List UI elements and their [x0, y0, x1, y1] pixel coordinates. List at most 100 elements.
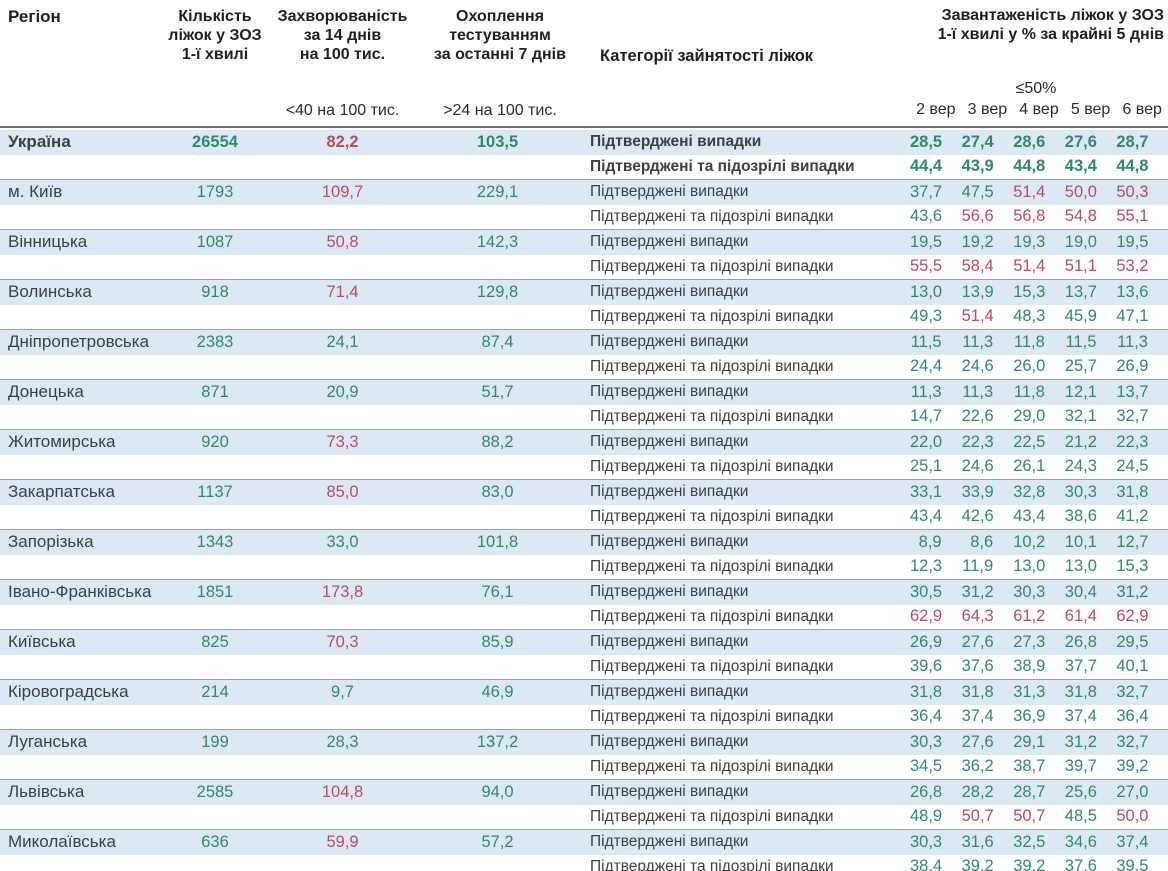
- load-value: 31,2: [1116, 582, 1149, 601]
- load-value: 24,3: [1064, 457, 1097, 476]
- region-block: Волинська 918 71,4 129,8 Підтверджені випадк…: [0, 280, 1168, 330]
- load-value: 8,9: [918, 532, 942, 551]
- category-label-confirmed: Підтверджені випадки: [590, 683, 749, 701]
- incidence-value: 104,8: [321, 782, 364, 801]
- date-column-header: 5 вер: [1070, 101, 1111, 118]
- load-value: 19,0: [1064, 232, 1097, 251]
- column-header-load-line: 1-ї хвилі у % за крайні 5 днів: [937, 26, 1164, 43]
- incidence-value: 33,0: [326, 532, 359, 551]
- table-row-suspected: Підтверджені та підозрілі випадки 36,4 37,…: [0, 705, 1168, 730]
- table-row-confirmed: Волинська 918 71,4 129,8 Підтверджені випадк…: [0, 280, 1168, 305]
- category-label-suspected: Підтверджені та підозрілі випадки: [590, 157, 855, 175]
- load-value: 15,3: [1116, 557, 1149, 576]
- column-header-beds-line: Кількість: [178, 8, 252, 25]
- table-row-suspected: Підтверджені та підозрілі випадки 43,6 56,…: [0, 205, 1168, 230]
- load-value: 21,2: [1064, 432, 1097, 451]
- table-row-suspected: Підтверджені та підозрілі випадки 38,4 39,…: [0, 855, 1168, 871]
- category-label-confirmed: Підтверджені випадки: [590, 583, 749, 601]
- table-row-suspected: Підтверджені та підозрілі випадки 48,9 50,…: [0, 805, 1168, 830]
- region-name: Кіровоградська: [8, 682, 129, 702]
- load-value: 19,2: [961, 232, 994, 251]
- beds-value: 2383: [196, 332, 234, 351]
- load-value: 41,2: [1116, 507, 1149, 526]
- category-label-confirmed: Підтверджені випадки: [590, 383, 749, 401]
- load-value: 12,1: [1064, 382, 1097, 401]
- load-value: 31,2: [1064, 732, 1097, 751]
- incidence-value: 50,8: [326, 232, 359, 251]
- load-value: 29,1: [1013, 732, 1046, 751]
- region-name: Закарпатська: [8, 482, 115, 502]
- load-value: 14,7: [910, 407, 943, 426]
- load-value: 50,7: [961, 807, 994, 826]
- category-label-confirmed: Підтверджені випадки: [590, 283, 749, 301]
- region-block: м. Київ 1793 109,7 229,1 Підтверджені випадк…: [0, 180, 1168, 230]
- testing-value: 137,2: [476, 732, 519, 751]
- testing-value: 85,9: [481, 632, 514, 651]
- load-value: 22,3: [961, 432, 994, 451]
- load-value: 31,8: [1116, 482, 1149, 501]
- load-value: 27,6: [961, 732, 994, 751]
- column-header-load-line: Завантаженість ліжок у ЗОЗ: [941, 7, 1164, 24]
- load-value: 47,5: [961, 182, 994, 201]
- load-value: 24,6: [961, 357, 994, 376]
- load-value: 43,9: [961, 157, 994, 176]
- load-value: 49,3: [910, 307, 943, 326]
- load-value: 54,8: [1064, 207, 1097, 226]
- region-name: Волинська: [8, 282, 92, 302]
- load-value: 27,6: [1064, 132, 1097, 151]
- load-value: 44,4: [910, 157, 943, 176]
- load-value: 36,4: [910, 707, 943, 726]
- load-value: 13,0: [1013, 557, 1046, 576]
- load-value: 51,4: [1013, 257, 1046, 276]
- table-row-confirmed: Київська 825 70,3 85,9 Підтверджені випадки 2…: [0, 630, 1168, 655]
- region-block: Вінницька 1087 50,8 142,3 Підтверджені випад…: [0, 230, 1168, 280]
- beds-value: 918: [201, 282, 229, 301]
- load-value: 12,7: [1116, 532, 1149, 551]
- table-row-confirmed: Львівська 2585 104,8 94,0 Підтверджені випад…: [0, 780, 1168, 805]
- load-value: 37,4: [1064, 707, 1097, 726]
- load-value: 62,9: [910, 607, 943, 626]
- testing-threshold-label: >24 на 100 тис.: [443, 102, 557, 119]
- table-body: Україна 26554 82,2 103,5 Підтверджені випадк…: [0, 130, 1168, 871]
- region-block: Львівська 2585 104,8 94,0 Підтверджені випад…: [0, 780, 1168, 830]
- load-value: 64,3: [961, 607, 994, 626]
- load-value: 48,5: [1064, 807, 1097, 826]
- table-row-suspected: Підтверджені та підозрілі випадки 39,6 37,…: [0, 655, 1168, 680]
- region-name: Вінницька: [8, 232, 88, 252]
- column-header-incidence: Захворюваність за 14 днів на 100 тис.: [265, 7, 420, 64]
- load-value: 22,5: [1013, 432, 1046, 451]
- table-row-suspected: Підтверджені та підозрілі випадки 24,4 24,…: [0, 355, 1168, 380]
- load-value: 22,0: [910, 432, 943, 451]
- load-value: 61,2: [1013, 607, 1046, 626]
- beds-value: 920: [201, 432, 229, 451]
- load-value: 30,3: [910, 732, 943, 751]
- load-value: 13,0: [910, 282, 943, 301]
- load-threshold-label: ≤50%: [1015, 80, 1057, 97]
- load-value: 36,2: [961, 757, 994, 776]
- category-label-suspected: Підтверджені та підозрілі випадки: [590, 207, 834, 225]
- table-header: Регіон Кількість ліжок у ЗОЗ 1-ї хвилі З…: [0, 0, 1168, 128]
- load-value: 11,9: [962, 557, 994, 576]
- load-value: 39,2: [961, 857, 994, 871]
- column-header-beds-line: ліжок у ЗОЗ: [168, 27, 262, 44]
- table-row-suspected: Підтверджені та підозрілі випадки 49,3 51,…: [0, 305, 1168, 330]
- table-row-confirmed: Кіровоградська 214 9,7 46,9 Підтверджені вип…: [0, 680, 1168, 705]
- category-label-suspected: Підтверджені та підозрілі випадки: [590, 757, 834, 775]
- region-block: Миколаївська 636 59,9 57,2 Підтверджені випа…: [0, 830, 1168, 871]
- testing-value: 142,3: [476, 232, 519, 251]
- load-value: 32,1: [1064, 407, 1097, 426]
- load-value: 36,9: [1013, 707, 1046, 726]
- region-block: Закарпатська 1137 85,0 83,0 Підтверджені вип…: [0, 480, 1168, 530]
- testing-value: 76,1: [481, 582, 514, 601]
- table-row-confirmed: Житомирська 920 73,3 88,2 Підтверджені випад…: [0, 430, 1168, 455]
- category-label-confirmed: Підтверджені випадки: [590, 733, 749, 751]
- load-value: 43,4: [1013, 507, 1046, 526]
- category-label-confirmed: Підтверджені випадки: [590, 533, 749, 551]
- region-name: Запорізька: [8, 532, 94, 552]
- load-value: 32,7: [1116, 407, 1149, 426]
- load-value: 34,6: [1064, 832, 1097, 851]
- load-value: 15,3: [1013, 282, 1046, 301]
- category-label-suspected: Підтверджені та підозрілі випадки: [590, 707, 834, 725]
- load-value: 19,3: [1013, 232, 1046, 251]
- column-header-incidence-line: за 14 днів: [303, 27, 382, 44]
